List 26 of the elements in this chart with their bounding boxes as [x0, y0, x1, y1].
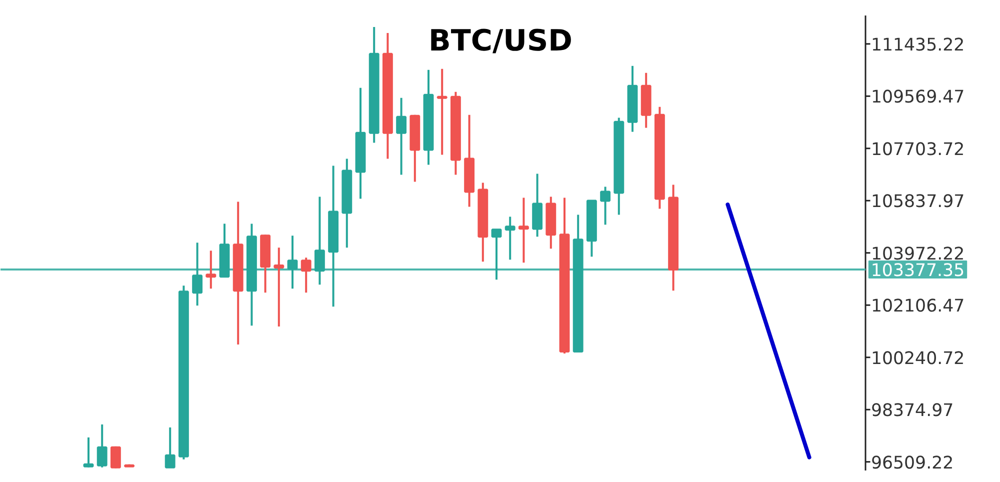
candlestick — [206, 250, 216, 290]
y-tick-label: 105837.97 — [870, 192, 965, 212]
candlestick — [436, 68, 448, 156]
candlestick — [491, 228, 502, 281]
candlestick — [600, 186, 611, 226]
y-tick-label: 98374.97 — [870, 401, 954, 422]
candlestick — [83, 436, 94, 468]
y-tick-label: 96509.22 — [870, 453, 954, 474]
candlestick — [300, 256, 312, 294]
candlestick — [96, 423, 108, 468]
candlestick — [110, 445, 121, 470]
y-tick-label: 111435.22 — [870, 35, 965, 56]
candlestick — [396, 96, 407, 176]
y-tick-label: 102106.47 — [870, 296, 965, 317]
candlestick — [192, 242, 203, 307]
candlestick — [314, 196, 325, 286]
candlestick — [274, 246, 284, 328]
candlestick — [518, 196, 529, 264]
y-tick-label: 109569.47 — [870, 88, 965, 108]
candlestick — [504, 216, 516, 261]
candlestick — [287, 234, 298, 290]
candlestick — [164, 426, 176, 468]
ref-line-label: 103377.35 — [870, 261, 965, 282]
y-tick-label: 100240.72 — [870, 348, 965, 369]
chart-title: BTC/USD — [428, 24, 572, 58]
y-tick-label: 107703.72 — [870, 140, 965, 160]
